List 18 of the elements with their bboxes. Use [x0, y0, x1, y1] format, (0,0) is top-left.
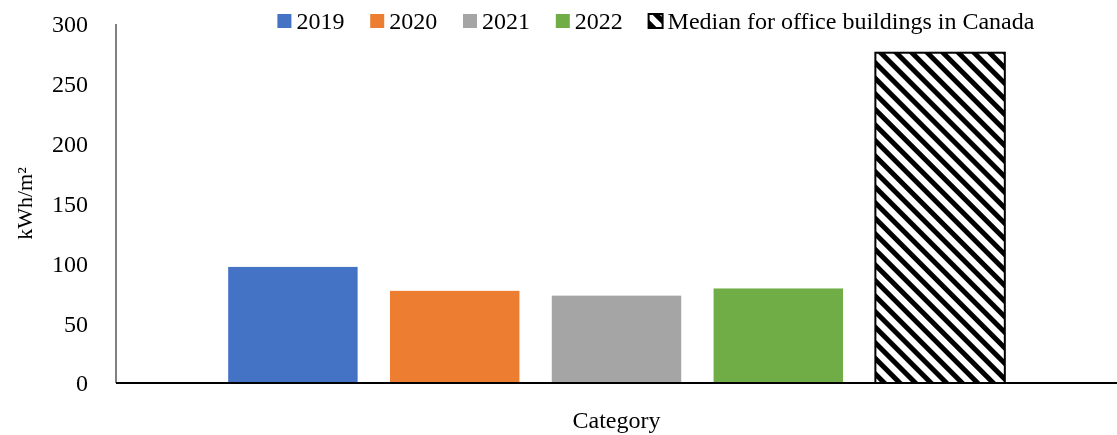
y-tick-label: 50 — [64, 310, 88, 337]
legend-label: Median for office buildings in Canada — [667, 8, 1035, 34]
bar — [389, 290, 520, 383]
y-tick-label: 200 — [52, 131, 88, 158]
y-tick-label: 250 — [52, 71, 88, 98]
bar — [713, 288, 844, 383]
y-tick-label: 0 — [76, 370, 88, 397]
y-tick-label: 300 — [52, 11, 88, 38]
y-tick-label: 100 — [52, 250, 88, 277]
legend-label: 2022 — [574, 8, 623, 34]
bar — [551, 295, 682, 383]
legend-label: 2019 — [296, 8, 345, 34]
y-axis-title: kWh/m² — [12, 166, 37, 240]
bar — [228, 266, 358, 383]
legend-label: 2020 — [389, 8, 438, 34]
legend-label: 2021 — [482, 8, 530, 34]
x-tick-label: Category — [572, 407, 661, 433]
y-tick-label: 150 — [52, 190, 88, 217]
